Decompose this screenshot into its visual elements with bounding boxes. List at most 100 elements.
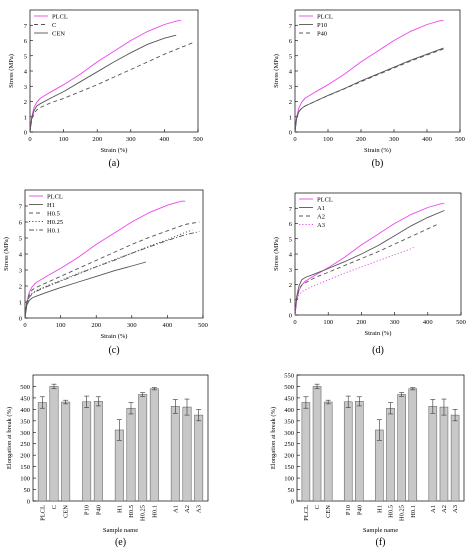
- bar-A2: [439, 406, 449, 502]
- y-tick-label: 6: [24, 38, 28, 45]
- x-tick-label: P10: [84, 505, 91, 515]
- series-line-A3: [294, 246, 415, 316]
- y-tick-label: 400: [284, 407, 294, 414]
- y-axis-label: Stress (MPa): [3, 237, 10, 271]
- x-tick-label: 0: [293, 319, 296, 326]
- y-tick-label: 500: [20, 384, 30, 391]
- bar-H0_5: [386, 407, 395, 502]
- chart-panel-e: 0 50 100 150 200 250 300 350 400 450 500 Elongation…: [6, 374, 209, 548]
- panel-label-e: (e): [115, 537, 126, 548]
- series-line-P40: [294, 48, 444, 133]
- y-tick-label: 1: [289, 297, 292, 304]
- x-tick-label: 0: [28, 136, 31, 143]
- x-tick-label: H0.1: [151, 505, 158, 518]
- x-tick-label: H0.5: [128, 505, 135, 518]
- panel-label-c: (c): [108, 345, 119, 356]
- x-tick-label: P40: [356, 505, 363, 515]
- y-tick-label: 6: [289, 221, 293, 228]
- panel-label-f: (f): [376, 537, 386, 548]
- x-tick-label: 400: [423, 319, 433, 326]
- legend-label: H0.25: [47, 219, 63, 226]
- bar-CEN: [323, 401, 333, 502]
- y-tick-label: 5: [289, 236, 292, 243]
- x-tick-label: 300: [127, 322, 137, 329]
- legend-label: C: [52, 22, 56, 29]
- legend-label: CEN: [52, 31, 65, 38]
- series-line-A1: [294, 210, 445, 316]
- chart-panel-f: 0 50 100 150 200 250 300 350 400 450 500 550 Elongat…: [270, 373, 465, 548]
- x-tick-label: H1: [376, 505, 383, 513]
- bar-A3: [450, 414, 460, 502]
- y-tick-label: 3: [19, 268, 22, 275]
- bar-H0_25: [397, 394, 406, 502]
- x-tick-label: 500: [198, 322, 208, 329]
- series-line-PLCL: [294, 20, 444, 133]
- y-tick-label: 150: [284, 464, 294, 471]
- y-tick-label: 0: [289, 313, 292, 320]
- x-tick-label: 400: [422, 136, 432, 143]
- x-tick-label: A1: [430, 505, 437, 513]
- x-axis-label: Strain (%): [364, 147, 391, 154]
- series-line-CEN: [29, 34, 177, 133]
- x-tick-label: A2: [441, 505, 448, 513]
- y-tick-label: 250: [20, 441, 30, 448]
- x-tick-label: 500: [456, 319, 466, 326]
- bar-A1: [428, 406, 438, 502]
- bar-P40: [93, 401, 103, 502]
- x-tick-label: 200: [356, 136, 366, 143]
- y-tick-label: 4: [289, 69, 293, 76]
- bar-H0_25: [138, 394, 148, 502]
- bar-A3: [194, 414, 204, 502]
- y-axis-label: Stress (MPa): [273, 237, 280, 271]
- bar-PLCL: [301, 402, 311, 502]
- y-tick-label: 1: [19, 300, 22, 307]
- y-tick-label: 0: [27, 499, 30, 506]
- x-tick-label: H0.25: [399, 505, 406, 521]
- chart-panel-c: 0 1 2 3 4 5 6 7 Stress (MPa) 0 100 200 300 400 500 Stra…: [3, 189, 208, 356]
- y-tick-label: 350: [20, 418, 30, 425]
- y-tick-label: 4: [19, 252, 23, 259]
- x-tick-label: H0.1: [410, 505, 417, 518]
- x-tick-label: 0: [23, 322, 26, 329]
- y-tick-label: 150: [20, 464, 30, 471]
- y-tick-label: 7: [24, 23, 28, 30]
- y-tick-label: 4: [24, 69, 28, 76]
- y-tick-label: 350: [284, 418, 294, 425]
- x-tick-label: PLCL: [303, 505, 310, 521]
- y-tick-label: 100: [20, 476, 30, 483]
- x-axis-label: Strain (%): [101, 147, 128, 154]
- y-tick-label: 0: [24, 130, 27, 137]
- x-axis-label: Strain (%): [365, 330, 392, 337]
- bar-CEN: [61, 401, 71, 502]
- chart-panel-b: 0 1 2 3 4 5 6 7 Stress (MPa) 0 100 200 300 400 500 Stra…: [273, 9, 465, 169]
- y-tick-label: 250: [284, 441, 294, 448]
- x-tick-label: PLCL: [39, 505, 46, 521]
- x-tick-label: P40: [95, 505, 102, 515]
- x-tick-label: 200: [91, 322, 101, 329]
- bar-PLCL: [37, 402, 47, 502]
- y-tick-label: 1: [289, 114, 292, 121]
- x-tick-label: A2: [184, 505, 191, 513]
- y-tick-label: 2: [289, 99, 292, 106]
- legend-label: A2: [317, 214, 325, 221]
- y-tick-label: 0: [289, 130, 292, 137]
- y-tick-label: 300: [20, 430, 30, 437]
- y-tick-label: 2: [19, 284, 22, 291]
- bar-H1: [114, 429, 124, 502]
- y-tick-label: 5: [289, 53, 292, 60]
- x-axis-label: Sample name: [103, 527, 138, 534]
- legend-label: PLCL: [52, 14, 68, 21]
- y-tick-label: 3: [289, 84, 292, 91]
- x-tick-label: 400: [163, 322, 173, 329]
- panel-label-b: (b): [372, 158, 384, 169]
- x-tick-label: H1: [116, 505, 123, 513]
- x-tick-label: 300: [390, 319, 400, 326]
- bar-H0_1: [408, 388, 418, 502]
- y-tick-label: 6: [289, 38, 293, 45]
- y-tick-label: 200: [20, 453, 30, 460]
- x-tick-label: P10: [345, 505, 352, 515]
- bar-A2: [182, 406, 192, 502]
- legend-label: PLCL: [47, 194, 63, 201]
- y-axis-label: Stress (MPa): [8, 54, 15, 88]
